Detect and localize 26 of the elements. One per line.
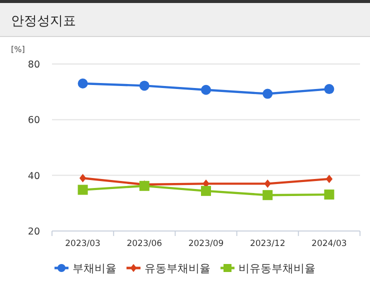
x-tick-label: 2023/03 [65,239,100,249]
legend-label: 비유동부채비율 [238,262,316,275]
legend-label: 부채비율 [72,262,116,275]
x-tick-label: 2023/06 [126,239,162,249]
point [139,80,150,91]
x-tick-label: 2023/09 [188,239,224,249]
x-tick-label: 2024/03 [312,239,347,249]
point [264,179,271,188]
legend-label: 유동부채비율 [144,262,210,275]
y-axis-title: [%] [11,45,25,54]
point [78,78,88,88]
y-tick-label: 40 [28,170,40,182]
y-tick-label: 20 [28,226,40,238]
chart-title: 안정성지표 [11,14,76,29]
point [262,190,273,200]
point [201,84,211,95]
point [78,184,88,195]
point [326,174,333,184]
x-tick-label: 2023/12 [250,239,286,249]
point [324,190,334,200]
y-tick-label: 60 [28,115,40,126]
point [79,174,86,182]
point [324,84,334,94]
point [262,88,273,99]
y-tick-label: 80 [28,60,40,70]
point [201,186,211,196]
